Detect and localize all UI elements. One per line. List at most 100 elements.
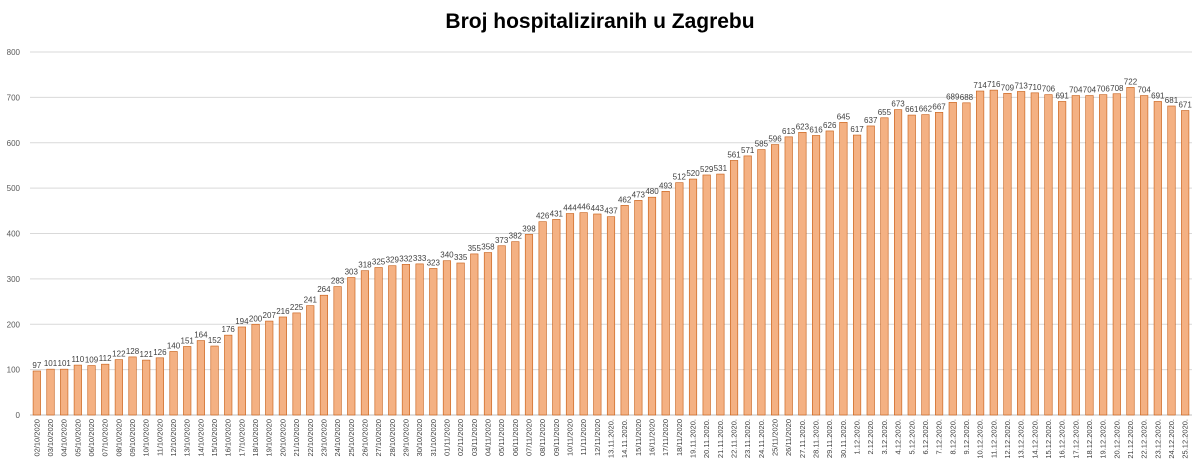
bar (921, 114, 930, 416)
x-tick-label: 11.12.2020. (989, 419, 998, 458)
data-label: 596 (768, 135, 782, 144)
data-label: 623 (796, 122, 810, 131)
x-tick-label: 11/11/2020 (579, 419, 588, 455)
x-tick-label: 06/10/2020 (87, 419, 96, 457)
bar (210, 345, 219, 416)
data-label: 444 (563, 204, 577, 213)
data-label: 706 (1042, 85, 1056, 94)
x-tick-label: 1.12.2020. (853, 419, 862, 454)
data-label: 617 (850, 125, 864, 134)
x-tick-label: 28.11.2020. (812, 419, 821, 458)
bar (948, 102, 957, 416)
x-tick-label: 30.11.2020. (839, 419, 848, 458)
bar (935, 112, 944, 416)
data-label: 661 (905, 105, 919, 114)
x-tick-label: 6.12.2020. (921, 419, 930, 454)
bar (319, 294, 328, 416)
data-label: 714 (973, 81, 987, 90)
x-tick-label: 23.12.2020. (1153, 419, 1162, 459)
data-label: 112 (99, 354, 112, 363)
bar (511, 241, 520, 416)
x-tick-label: 18/11/2020 (675, 419, 684, 456)
x-tick-label: 27.11.2020. (798, 419, 807, 458)
bar (46, 368, 55, 416)
x-tick-label: 24/10/2020 (333, 419, 342, 457)
bar (962, 102, 971, 416)
x-tick-label: 07/11/2020 (524, 419, 533, 456)
bar (73, 364, 82, 416)
data-label: 200 (249, 314, 263, 323)
bar (1181, 110, 1190, 416)
data-label: 662 (919, 105, 933, 114)
x-tick-label: 31/10/2020 (429, 419, 438, 457)
x-tick-label: 10.12.2020. (976, 419, 985, 459)
x-tick-label: 19.12.2020. (1099, 419, 1108, 459)
data-label: 713 (1014, 81, 1028, 90)
bar (839, 122, 848, 416)
data-label: 673 (891, 100, 905, 109)
data-label: 126 (153, 348, 167, 357)
bar (880, 117, 889, 416)
data-label: 493 (659, 181, 673, 190)
x-tick-label: 08/10/2020 (114, 419, 123, 457)
bar (1003, 92, 1012, 416)
data-label: 426 (536, 212, 550, 221)
x-tick-label: 21.12.2020. (1126, 419, 1135, 459)
x-tick-label: 25.12.2020. (1181, 419, 1190, 459)
bar (1112, 93, 1121, 416)
y-tick-label: 100 (7, 366, 21, 375)
data-label: 704 (1083, 86, 1097, 95)
bar (265, 320, 274, 416)
data-label: 241 (304, 296, 318, 305)
bars (32, 87, 1190, 416)
x-tick-label: 16.12.2020. (1058, 419, 1067, 459)
bar (278, 316, 287, 416)
x-tick-label: 3.12.2020. (880, 419, 889, 454)
data-label: 101 (58, 359, 72, 368)
x-tick-label: 12/10/2020 (169, 419, 178, 457)
bar (976, 90, 985, 416)
bar (811, 135, 821, 416)
bar (866, 125, 875, 416)
data-label: 318 (358, 261, 372, 270)
data-label: 128 (126, 347, 140, 356)
data-label: 373 (495, 236, 509, 245)
data-label: 109 (85, 356, 99, 365)
bar (388, 265, 397, 416)
bar (374, 267, 383, 416)
data-label: 122 (112, 350, 126, 359)
data-label: 151 (181, 336, 195, 345)
bar (292, 312, 301, 416)
data-label: 722 (1124, 77, 1138, 86)
data-label: 323 (427, 258, 441, 267)
x-tick-label: 21/10/2020 (292, 419, 301, 457)
bar (1167, 105, 1176, 416)
chart-title: Broj hospitaliziranih u Zagrebu (445, 10, 755, 33)
bar (702, 174, 711, 416)
data-label: 446 (577, 203, 591, 212)
data-label: 358 (481, 243, 495, 252)
x-tick-label: 19.11.2020. (689, 419, 698, 458)
x-tick-label: 20/10/2020 (278, 419, 287, 457)
x-tick-label: 06/11/2020 (511, 419, 520, 456)
x-tick-label: 17/11/2020 (661, 419, 670, 456)
x-tick-label: 10/11/2020 (565, 419, 574, 456)
x-tick-label: 30/10/2020 (415, 419, 424, 457)
x-tick-label: 29/10/2020 (401, 419, 410, 457)
bar (552, 219, 561, 416)
x-tick-label: 9.12.2020. (962, 419, 971, 454)
bar (1058, 101, 1067, 416)
bar (907, 114, 916, 416)
bar (401, 264, 410, 416)
data-label: 691 (1055, 91, 1069, 100)
bar (415, 263, 424, 416)
bar (770, 144, 780, 416)
bar (675, 182, 684, 416)
bar (196, 340, 205, 416)
bar (470, 253, 479, 416)
x-tick-label: 29.11.2020. (825, 419, 834, 458)
y-tick-label: 300 (7, 275, 21, 284)
x-tick-label: 12/11/2020 (593, 419, 602, 456)
bar (661, 191, 670, 416)
